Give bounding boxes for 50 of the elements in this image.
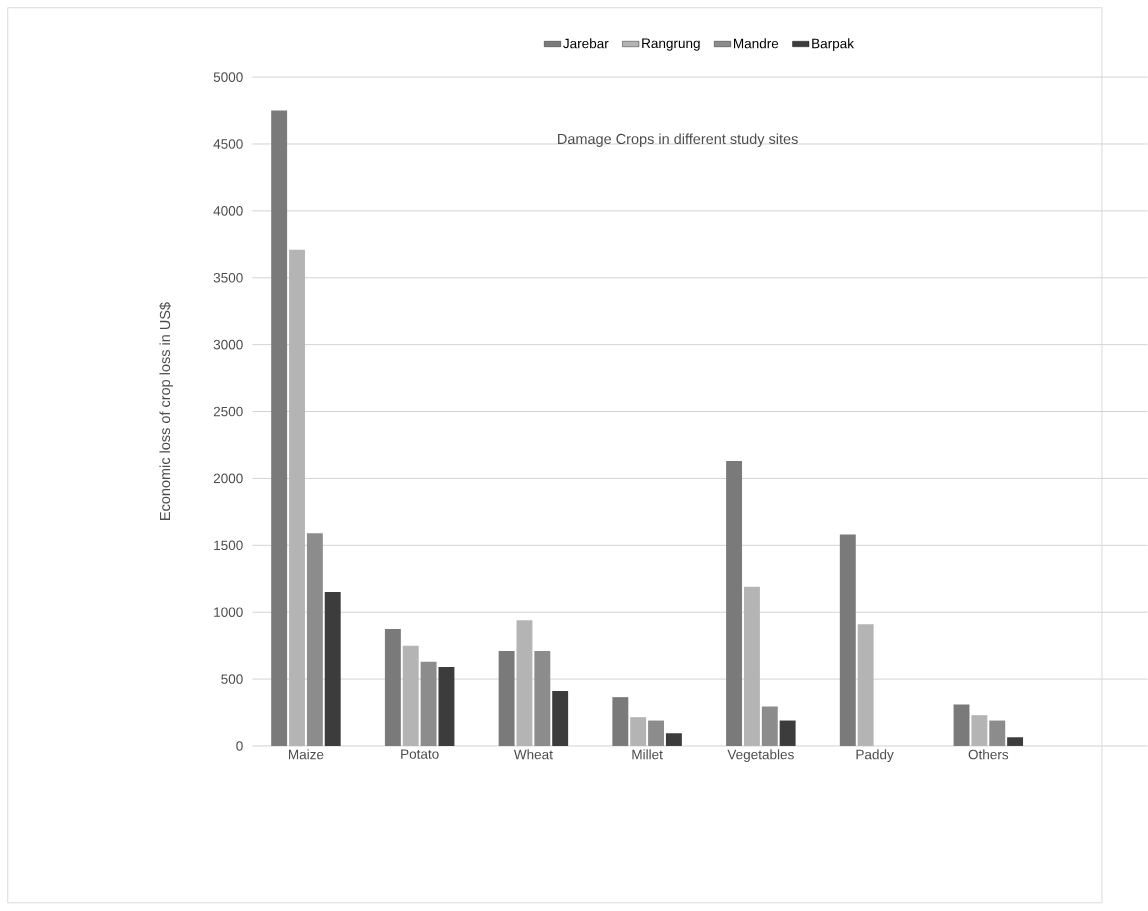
y-tick-label: 3000 bbox=[213, 340, 243, 350]
legend-label: Barpak bbox=[812, 38, 855, 52]
bar bbox=[839, 534, 856, 747]
bar bbox=[761, 706, 778, 747]
bar bbox=[989, 720, 1006, 747]
y-tick-label: 2500 bbox=[213, 406, 243, 417]
legend-label: Rangrung bbox=[642, 38, 700, 51]
bar bbox=[498, 651, 515, 747]
bar bbox=[857, 624, 874, 747]
bar bbox=[289, 249, 305, 747]
y-tick-label: 1500 bbox=[214, 540, 243, 551]
x-tick-label: Maize bbox=[288, 749, 324, 760]
bar bbox=[953, 704, 970, 747]
y-tick-label: 4500 bbox=[213, 139, 243, 150]
bar bbox=[971, 715, 988, 747]
bar bbox=[726, 461, 743, 747]
y-axis-title: Economic loss of crop loss in US$ bbox=[159, 302, 173, 521]
bar bbox=[743, 587, 760, 747]
bar bbox=[1007, 737, 1024, 747]
y-tick-label: 500 bbox=[221, 674, 243, 685]
bar bbox=[420, 661, 437, 747]
bar bbox=[402, 645, 419, 747]
y-tick-label: 2000 bbox=[213, 473, 243, 484]
bar bbox=[665, 733, 682, 747]
x-tick-label: Vegetables bbox=[727, 749, 794, 763]
bar bbox=[516, 620, 533, 747]
bar bbox=[552, 691, 569, 747]
legend-label: Jarebar bbox=[563, 38, 609, 49]
bar bbox=[438, 667, 455, 747]
bar bbox=[779, 720, 796, 747]
x-tick-label: Millet bbox=[632, 749, 663, 760]
x-tick-label: Potato bbox=[401, 749, 439, 760]
bar bbox=[648, 720, 665, 747]
y-tick-label: 4000 bbox=[213, 206, 243, 216]
bar bbox=[534, 651, 551, 747]
x-tick-label: Paddy bbox=[856, 749, 894, 763]
x-tick-label: Wheat bbox=[513, 749, 553, 760]
y-tick-label: 3500 bbox=[213, 273, 243, 283]
text: Damage Crops in different study sites bbox=[558, 133, 798, 148]
bar bbox=[271, 110, 288, 747]
y-tick-label: 1000 bbox=[214, 607, 243, 618]
bar bbox=[384, 629, 401, 747]
y-tick-label: 5000 bbox=[213, 72, 243, 83]
bar bbox=[324, 592, 341, 747]
legend-label: Mandre bbox=[734, 38, 779, 49]
bar bbox=[306, 533, 323, 747]
x-tick-label: Others bbox=[968, 749, 1009, 760]
bar bbox=[630, 717, 647, 747]
bar bbox=[612, 697, 629, 747]
y-tick-label: 0 bbox=[236, 741, 243, 751]
